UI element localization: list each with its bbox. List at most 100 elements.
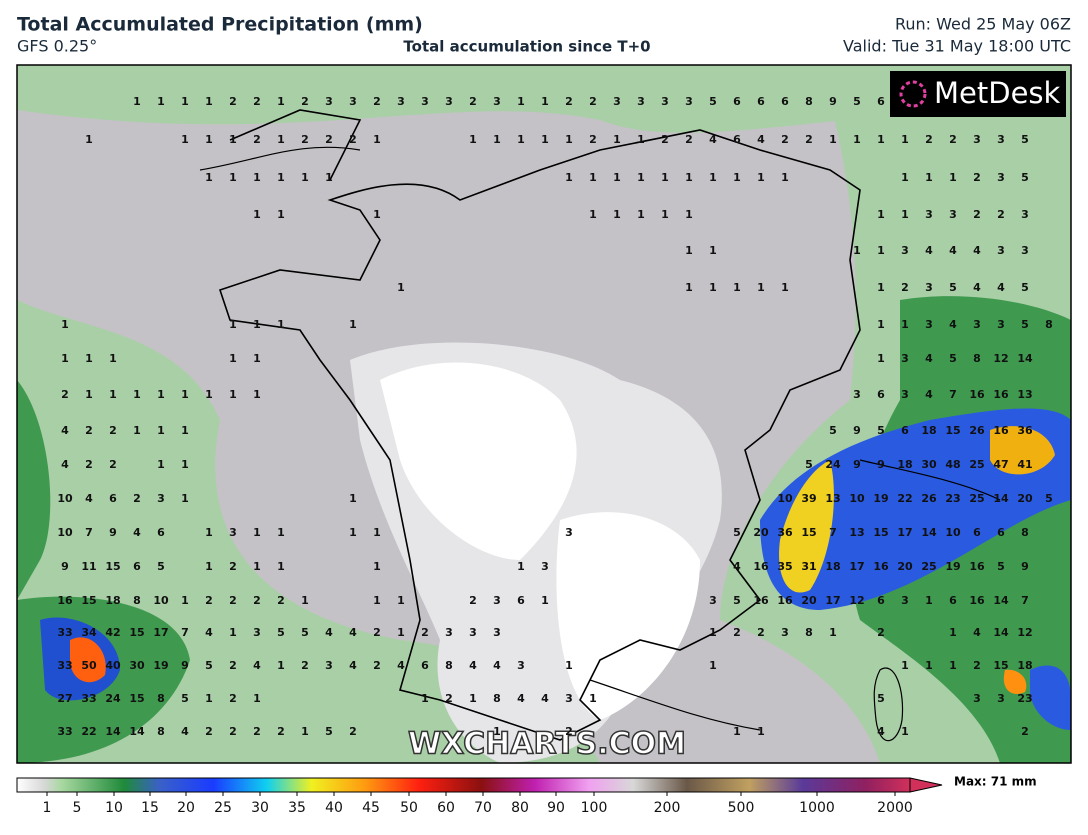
grid-value: 5	[949, 281, 957, 294]
grid-value: 8	[973, 352, 981, 365]
grid-value: 13	[825, 492, 840, 505]
grid-value: 3	[997, 171, 1005, 184]
grid-value: 1	[181, 133, 189, 146]
colorbar-label: 2000	[877, 800, 913, 816]
grid-value: 3	[925, 281, 933, 294]
grid-value: 6	[781, 95, 789, 108]
grid-value: 24	[825, 458, 841, 471]
grid-value: 4	[949, 318, 957, 331]
grid-value: 6	[157, 526, 165, 539]
grid-value: 14	[921, 526, 937, 539]
grid-value: 3	[157, 492, 165, 505]
grid-value: 20	[753, 526, 769, 539]
grid-value: 1	[349, 526, 357, 539]
grid-value: 6	[949, 594, 957, 607]
grid-value: 1	[277, 318, 285, 331]
grid-value: 9	[181, 659, 189, 672]
colorbar-arrow	[909, 777, 943, 793]
grid-value: 8	[1045, 318, 1053, 331]
grid-value: 25	[969, 458, 984, 471]
grid-value: 3	[1021, 244, 1029, 257]
grid-value: 17	[897, 526, 912, 539]
grid-value: 5	[1021, 171, 1029, 184]
grid-value: 1	[901, 725, 909, 738]
grid-value: 1	[493, 133, 501, 146]
grid-value: 26	[969, 424, 985, 437]
grid-value: 1	[733, 281, 741, 294]
grid-value: 1	[541, 95, 549, 108]
grid-value: 1	[709, 244, 717, 257]
grid-value: 7	[181, 626, 189, 639]
grid-value: 14	[1017, 352, 1033, 365]
grid-value: 4	[733, 560, 741, 573]
grid-value: 15	[873, 526, 888, 539]
grid-value: 1	[157, 458, 165, 471]
grid-value: 2	[109, 424, 117, 437]
grid-value: 5	[949, 352, 957, 365]
grid-value: 8	[157, 725, 165, 738]
grid-value: 3	[925, 318, 933, 331]
grid-value: 4	[973, 244, 981, 257]
grid-value: 3	[901, 594, 909, 607]
grid-value: 35	[777, 560, 792, 573]
grid-value: 1	[349, 318, 357, 331]
grid-value: 1	[877, 281, 885, 294]
grid-value: 3	[253, 626, 261, 639]
grid-value: 4	[349, 626, 357, 639]
grid-value: 8	[493, 692, 501, 705]
grid-value: 1	[133, 388, 141, 401]
grid-value: 33	[57, 659, 72, 672]
grid-value: 1	[277, 659, 285, 672]
grid-value: 22	[897, 492, 912, 505]
grid-value: 4	[133, 526, 141, 539]
grid-value: 1	[253, 318, 261, 331]
grid-value: 3	[349, 95, 357, 108]
grid-value: 7	[85, 526, 93, 539]
colorbar-ticks: 1 5 10 15 20 25 30 35 40 45 50 60 70 80 90 100 200 500 100…	[43, 792, 913, 816]
grid-value: 3	[421, 95, 429, 108]
grid-value: 34	[81, 626, 97, 639]
grid-value: 5	[205, 659, 213, 672]
grid-value: 12	[1017, 626, 1032, 639]
grid-value: 14	[993, 594, 1009, 607]
grid-value: 4	[973, 281, 981, 294]
colorbar	[16, 777, 911, 793]
grid-value: 6	[733, 95, 741, 108]
grid-value: 1	[685, 244, 693, 257]
colorbar-label: 25	[214, 800, 232, 816]
grid-value: 2	[253, 725, 261, 738]
grid-value: 3	[613, 95, 621, 108]
grid-value: 2	[229, 659, 237, 672]
grid-value: 4	[349, 659, 357, 672]
grid-value: 8	[805, 95, 813, 108]
grid-value: 1	[829, 133, 837, 146]
grid-value: 4	[517, 692, 525, 705]
grid-value: 33	[57, 725, 72, 738]
grid-value: 9	[1021, 560, 1029, 573]
grid-value: 8	[133, 594, 141, 607]
grid-value: 4	[925, 352, 933, 365]
grid-value: 20	[897, 560, 913, 573]
grid-value: 1	[517, 133, 525, 146]
grid-value: 16	[969, 388, 985, 401]
grid-value: 1	[709, 281, 717, 294]
grid-value: 3	[493, 626, 501, 639]
grid-value: 3	[997, 133, 1005, 146]
grid-value: 6	[757, 95, 765, 108]
grid-value: 27	[57, 692, 72, 705]
grid-value: 10	[153, 594, 169, 607]
grid-value: 1	[85, 388, 93, 401]
grid-value: 1	[109, 388, 117, 401]
grid-value: 18	[825, 560, 840, 573]
grid-value: 25	[921, 560, 936, 573]
grid-value: 25	[969, 492, 984, 505]
grid-value: 1	[397, 626, 405, 639]
grid-value: 22	[81, 725, 96, 738]
grid-value: 33	[81, 692, 96, 705]
grid-value: 5	[1021, 133, 1029, 146]
grid-value: 3	[973, 318, 981, 331]
grid-value: 1	[253, 388, 261, 401]
grid-value: 2	[757, 626, 765, 639]
grid-value: 1	[757, 725, 765, 738]
grid-value: 1	[157, 424, 165, 437]
